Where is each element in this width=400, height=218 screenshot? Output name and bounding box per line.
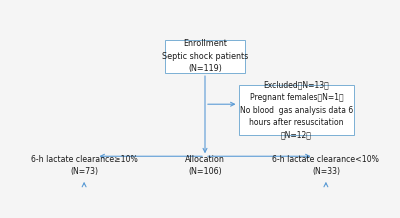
Text: 6-h lactate clearance≥10%
(N=73): 6-h lactate clearance≥10% (N=73)	[31, 155, 138, 176]
Text: Allocation
(N=106): Allocation (N=106)	[185, 155, 225, 176]
Text: Enrollment
Septic shock patients
(N=119): Enrollment Septic shock patients (N=119)	[162, 39, 248, 73]
FancyBboxPatch shape	[239, 85, 354, 135]
FancyBboxPatch shape	[165, 40, 245, 73]
Text: 6-h lactate clearance<10%
(N=33): 6-h lactate clearance<10% (N=33)	[272, 155, 379, 176]
Text: Excluded（N=13）
Pregnant females（N=1）
No blood  gas analysis data 6
hours after r: Excluded（N=13） Pregnant females（N=1） No …	[240, 81, 353, 140]
